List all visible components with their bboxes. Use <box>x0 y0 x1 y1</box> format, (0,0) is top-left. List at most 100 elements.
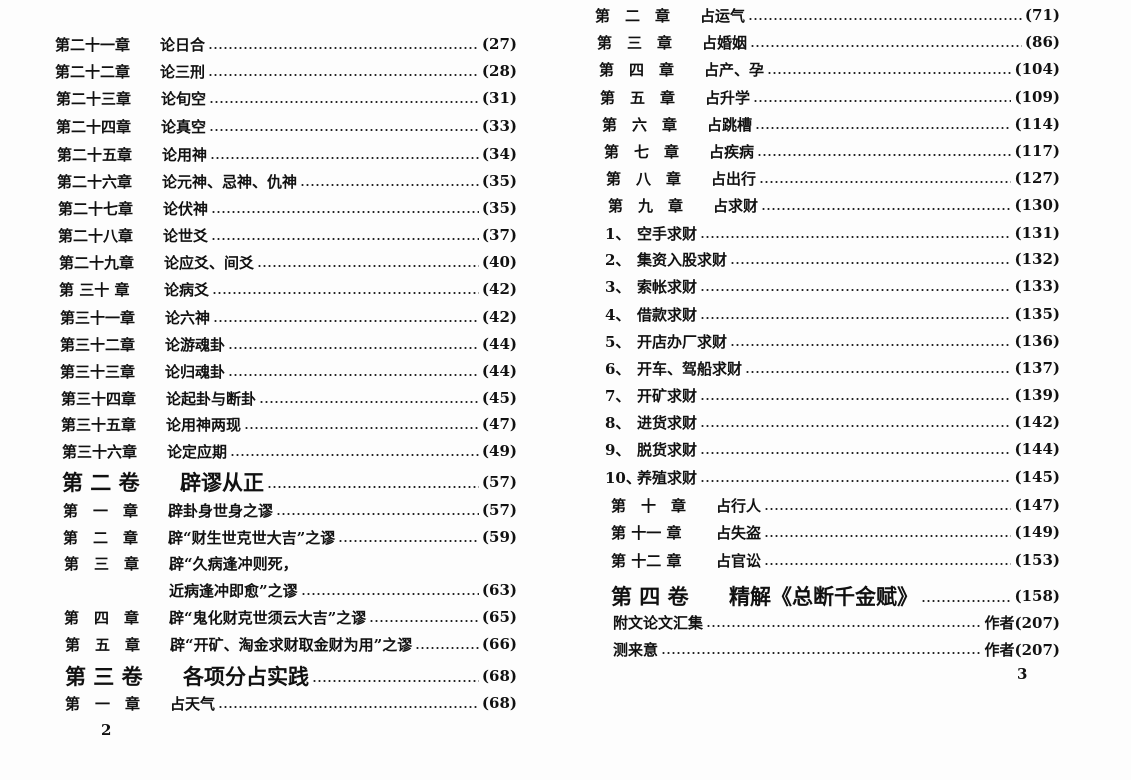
entry-title: 占失盗 <box>716 523 762 542</box>
right-page: 第 二 章占运气 (71) 第 三 章占婚姻 (86) 第 四 章占产、孕 (104) 第 … <box>565 0 1131 780</box>
entry-page: (86) <box>1024 33 1060 51</box>
entry-title: 占求财 <box>713 196 759 215</box>
toc-section-entry: 10、 养殖求财 (145) <box>605 466 1060 488</box>
entry-title: 索帐求财 <box>637 277 698 296</box>
dot-leader <box>210 143 479 165</box>
toc-section-entry: 5、 开店办厂求财 (136) <box>605 330 1060 352</box>
dot-leader <box>730 248 1012 270</box>
entry-page: (63) <box>481 581 517 599</box>
dot-leader <box>209 87 479 109</box>
entry-page: (144) <box>1014 440 1060 458</box>
entry-number: 第 二 章 <box>63 528 139 547</box>
dot-leader <box>228 333 479 355</box>
entry-page: (136) <box>1014 332 1060 350</box>
entry-title: 占官讼 <box>716 551 762 570</box>
toc-entry: 第三十四章 论起卦与断卦 (45) <box>61 387 517 409</box>
toc-entry: 第 四 章 辟“鬼化财克世须云大吉”之谬 (65) <box>64 606 517 628</box>
entry-page: (142) <box>1014 413 1060 431</box>
entry-page: (145) <box>1014 468 1060 486</box>
toc-entry: 近病逢冲即愈”之谬 (63) <box>64 579 517 601</box>
entry-title: 论用神两现 <box>166 415 242 434</box>
entry-number: 第 二 卷 <box>62 470 140 495</box>
toc-section-entry: 3、 索帐求财 (133) <box>605 275 1060 297</box>
dot-leader <box>276 499 479 521</box>
dot-leader <box>921 582 1012 610</box>
entry-title: 占运气 <box>700 6 746 25</box>
entry-page: (31) <box>481 89 517 107</box>
entry-number: 第二十二章 <box>55 62 131 81</box>
entry-number: 9、 <box>605 440 631 459</box>
dot-leader <box>369 606 479 628</box>
entry-number: 第 三 章 <box>597 33 673 52</box>
entry-page: (109) <box>1014 88 1060 106</box>
page-number-right: 3 <box>1017 665 1028 683</box>
toc-entry: 第 三十 章 论病爻 (42) <box>59 278 517 300</box>
entry-number: 第 三 卷 <box>65 664 143 689</box>
entry-number: 7、 <box>605 386 631 405</box>
entry-title: 占跳槽 <box>707 115 753 134</box>
entry-title: 论六神 <box>165 308 211 327</box>
dot-leader <box>212 278 479 300</box>
entry-title: 论三刑 <box>160 62 206 81</box>
entry-page: (44) <box>481 362 517 380</box>
entry-number: 第 三十 章 <box>59 280 130 299</box>
entry-number: 第二十九章 <box>59 253 135 272</box>
toc-entry: 第 十一 章 占失盗 (149) <box>611 521 1060 543</box>
entry-title: 辟卦身世身之谬 <box>168 501 274 520</box>
entry-title: 空手求财 <box>637 224 698 243</box>
toc-entry: 第三十六章 论定应期 (49) <box>62 440 517 462</box>
entry-page: (44) <box>481 335 517 353</box>
entry-title: 论旬空 <box>161 89 207 108</box>
entry-number: 6、 <box>605 359 631 378</box>
toc-entry: 第 一 章 辟卦身世身之谬 (57) <box>63 499 517 521</box>
toc-section-entry: 1、 空手求财 (131) <box>605 222 1060 244</box>
entry-number: 第二十五章 <box>57 145 133 164</box>
entry-number: 第 十一 章 <box>611 523 682 542</box>
toc-entry: 第 三 章 占婚姻 (86) <box>597 31 1060 53</box>
entry-title: 辟“久病逢冲则死， <box>169 554 298 573</box>
entry-page: 作者(207) <box>984 640 1060 659</box>
dot-leader <box>208 33 479 55</box>
dot-leader <box>300 579 479 601</box>
entry-number: 第 十 章 <box>611 496 687 515</box>
entry-page: (135) <box>1014 305 1060 323</box>
toc-entry: 第二十九章 论应爻、间爻 (40) <box>59 251 517 273</box>
dot-leader <box>753 86 1012 108</box>
dot-leader <box>755 113 1012 135</box>
entry-page: (35) <box>481 199 517 217</box>
dot-leader <box>267 468 479 496</box>
dot-leader <box>700 384 1012 406</box>
dot-leader <box>748 4 1022 26</box>
entry-page: (33) <box>481 117 517 135</box>
entry-number: 第 三 章 <box>64 554 140 573</box>
entry-title: 论伏神 <box>163 199 209 218</box>
entry-page: (147) <box>1014 496 1060 514</box>
entry-title: 占出行 <box>711 169 757 188</box>
entry-title: 辟谬从正 <box>180 470 264 495</box>
entry-number: 第二十四章 <box>56 117 132 136</box>
entry-title: 论日合 <box>160 35 206 54</box>
entry-page: (27) <box>481 35 517 53</box>
entry-page: (47) <box>481 415 517 433</box>
toc-entry: 第 一 章 占天气 (68) <box>65 692 517 714</box>
dot-leader <box>750 31 1022 53</box>
dot-leader <box>244 413 479 435</box>
toc-entry: 测来意 作者(207) <box>613 638 1060 660</box>
entry-page: (37) <box>481 226 517 244</box>
entry-page: (59) <box>481 528 517 546</box>
entry-title: 辟“财生世克世大吉”之谬 <box>168 528 336 547</box>
entry-page: (42) <box>481 280 517 298</box>
toc-section-entry: 2、 集资入股求财 (132) <box>605 248 1060 270</box>
entry-title: 论起卦与断卦 <box>166 389 257 408</box>
entry-page: (149) <box>1014 523 1060 541</box>
dot-leader <box>745 357 1012 379</box>
toc-entry: 第二十七章 论伏神 (35) <box>58 197 517 219</box>
dot-leader <box>767 58 1012 80</box>
entry-title: 借款求财 <box>637 305 698 324</box>
entry-number: 第 五 章 <box>600 88 676 107</box>
entry-title: 论归魂卦 <box>165 362 226 381</box>
toc-entry: 第三十二章 论游魂卦 (44) <box>60 333 517 355</box>
dot-leader <box>761 194 1012 216</box>
dot-leader <box>764 521 1012 543</box>
dot-leader <box>259 387 479 409</box>
